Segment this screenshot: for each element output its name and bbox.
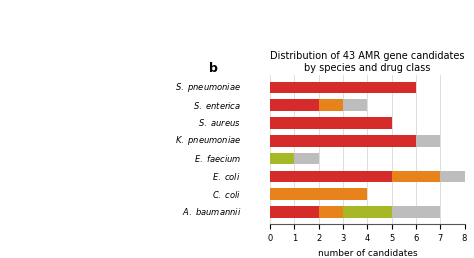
Title: Distribution of 43 AMR gene candidates
by species and drug class: Distribution of 43 AMR gene candidates b…	[270, 51, 465, 73]
Bar	[319, 99, 343, 111]
Bar	[270, 99, 319, 111]
Bar	[319, 206, 343, 218]
Text: $\it{A.}$ $\it{baumannii}$: $\it{A.}$ $\it{baumannii}$	[182, 206, 241, 217]
Bar	[294, 153, 319, 164]
Bar	[270, 153, 294, 164]
Bar	[343, 99, 367, 111]
Bar	[270, 206, 319, 218]
Text: $\it{C.}$ $\it{coli}$: $\it{C.}$ $\it{coli}$	[212, 189, 241, 200]
Bar	[392, 171, 440, 182]
X-axis label: number of candidates: number of candidates	[318, 249, 417, 258]
Text: $\it{E.}$ $\it{faecium}$: $\it{E.}$ $\it{faecium}$	[194, 153, 241, 164]
Bar	[270, 135, 416, 147]
Text: $\it{S.}$ $\it{enterica}$: $\it{S.}$ $\it{enterica}$	[193, 100, 241, 111]
Text: $\it{S.}$ $\it{pneumoniae}$: $\it{S.}$ $\it{pneumoniae}$	[175, 81, 241, 94]
Bar	[270, 117, 392, 129]
Bar	[270, 171, 392, 182]
Bar	[392, 206, 440, 218]
Text: $\it{S.}$ $\it{aureus}$: $\it{S.}$ $\it{aureus}$	[198, 117, 241, 128]
Text: b: b	[209, 62, 218, 75]
Text: $\it{E.}$ $\it{coli}$: $\it{E.}$ $\it{coli}$	[212, 171, 241, 182]
Bar	[343, 206, 392, 218]
Text: $\it{K.}$ $\it{pneumoniae}$: $\it{K.}$ $\it{pneumoniae}$	[174, 134, 241, 147]
Bar	[270, 188, 367, 200]
Bar	[270, 82, 416, 93]
Bar	[416, 135, 440, 147]
Bar	[440, 171, 465, 182]
